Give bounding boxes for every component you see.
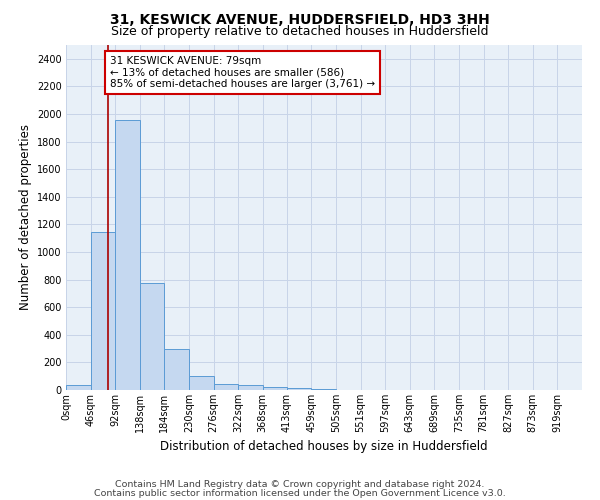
- Bar: [91, 232, 115, 390]
- Bar: [164, 348, 189, 390]
- Bar: [287, 388, 311, 390]
- Text: 31, KESWICK AVENUE, HUDDERSFIELD, HD3 3HH: 31, KESWICK AVENUE, HUDDERSFIELD, HD3 3H…: [110, 12, 490, 26]
- Bar: [214, 384, 238, 390]
- Text: Size of property relative to detached houses in Huddersfield: Size of property relative to detached ho…: [111, 25, 489, 38]
- Bar: [263, 386, 287, 390]
- Text: Contains HM Land Registry data © Crown copyright and database right 2024.: Contains HM Land Registry data © Crown c…: [115, 480, 485, 489]
- Text: Contains public sector information licensed under the Open Government Licence v3: Contains public sector information licen…: [94, 488, 506, 498]
- Bar: [189, 376, 214, 390]
- Bar: [115, 120, 140, 390]
- Bar: [140, 283, 164, 390]
- Bar: [238, 385, 263, 390]
- Y-axis label: Number of detached properties: Number of detached properties: [19, 124, 32, 310]
- Bar: [66, 385, 91, 390]
- Bar: [311, 388, 336, 390]
- Text: 31 KESWICK AVENUE: 79sqm
← 13% of detached houses are smaller (586)
85% of semi-: 31 KESWICK AVENUE: 79sqm ← 13% of detach…: [110, 56, 375, 89]
- X-axis label: Distribution of detached houses by size in Huddersfield: Distribution of detached houses by size …: [160, 440, 488, 454]
